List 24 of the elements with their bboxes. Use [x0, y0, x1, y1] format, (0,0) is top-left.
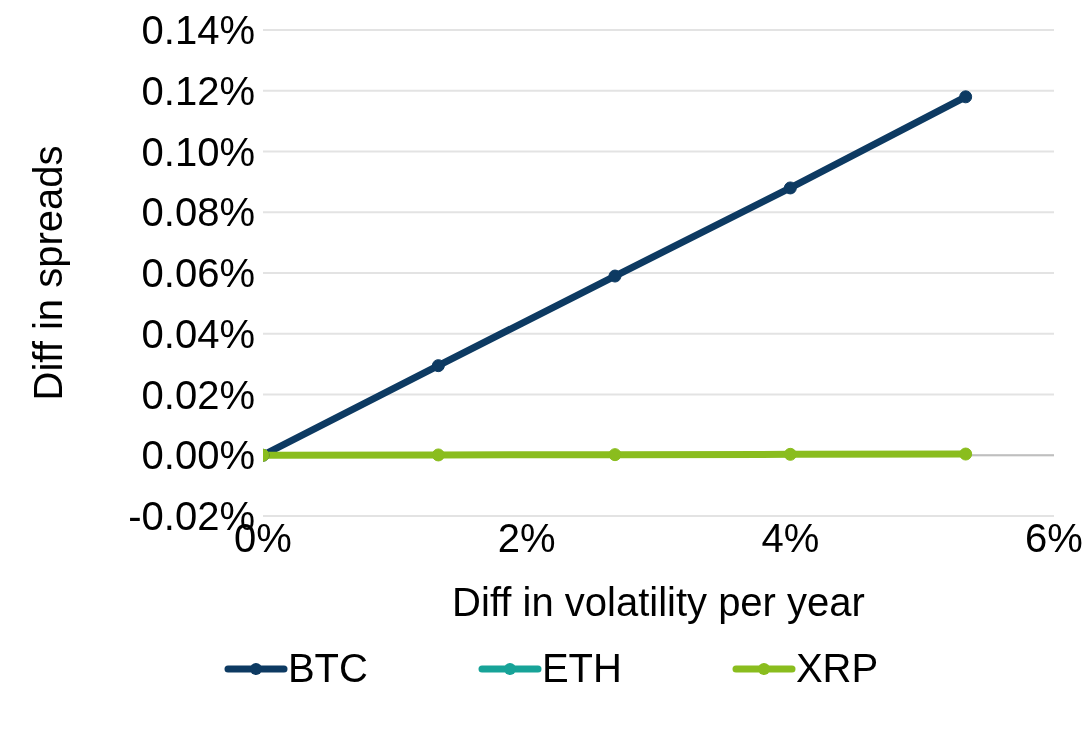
point	[783, 181, 797, 195]
y-tick-label: 0.02%	[141, 372, 255, 417]
y-tick-label: 0.00%	[141, 433, 255, 478]
y-tick-label: 0.06%	[141, 251, 255, 296]
y-tick-label: 0.14%	[141, 8, 255, 53]
y-tick-label: 0.10%	[141, 129, 255, 174]
point	[783, 447, 797, 461]
x-tick-label: 2%	[497, 516, 556, 561]
y-tick-label: 0.04%	[141, 311, 255, 356]
point	[608, 269, 622, 283]
y-tick-label: 0.08%	[141, 190, 255, 235]
x-tick-label: 4%	[761, 516, 820, 561]
point	[431, 359, 445, 373]
legend-label: XRP	[795, 646, 879, 691]
point	[431, 448, 445, 462]
legend-label: BTC	[287, 646, 368, 691]
point	[608, 448, 622, 462]
y-axis-title: Diff in spreads	[26, 145, 71, 401]
point	[959, 90, 973, 104]
x-axis-title: Diff in volatility per year	[452, 580, 865, 624]
legend-label: ETH	[541, 646, 622, 691]
y-tick-label: 0.12%	[141, 68, 255, 113]
x-tick-label: 6%	[1025, 516, 1083, 561]
point	[959, 447, 973, 461]
